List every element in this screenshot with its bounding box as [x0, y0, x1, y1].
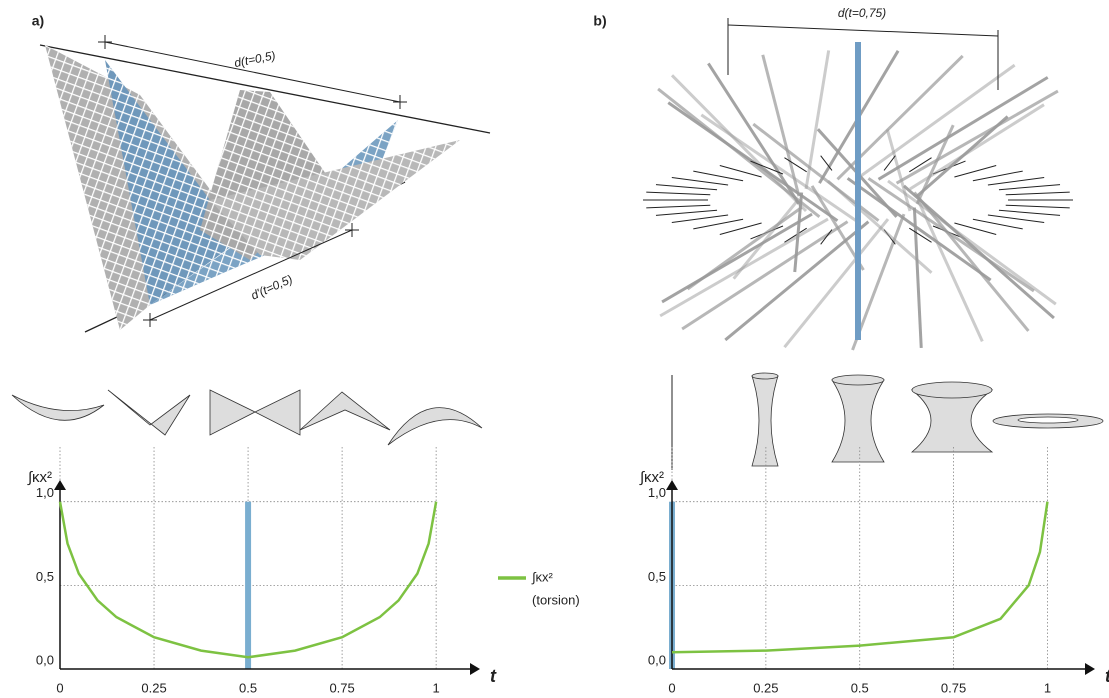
- rod: [988, 178, 1044, 186]
- bar-element: [784, 219, 888, 347]
- y-tick-label: 0,0: [648, 652, 666, 667]
- dimension-label: d(t=0,5): [233, 48, 277, 70]
- x-tick-label: 0.75: [941, 680, 966, 695]
- rod: [646, 192, 710, 195]
- rod: [999, 185, 1060, 190]
- x-tick-label: 0.5: [239, 680, 257, 695]
- y-tick-label: 0,5: [648, 569, 666, 584]
- y-axis-label: ∫κx²: [27, 469, 52, 486]
- y-tick-label: 1,0: [648, 485, 666, 500]
- bar-element: [688, 208, 802, 290]
- rod: [999, 210, 1060, 215]
- bar-element: [701, 115, 858, 222]
- x-tick-label: 0.25: [753, 680, 778, 695]
- rod: [988, 215, 1044, 223]
- rod: [784, 228, 806, 242]
- x-tick-label: 0: [56, 680, 63, 695]
- shape-icons: [12, 373, 1103, 466]
- rod: [693, 219, 743, 229]
- bar-element: [888, 181, 1056, 304]
- x-tick-label: 1: [433, 680, 440, 695]
- y-tick-label: 0,0: [36, 652, 54, 667]
- y-tick-label: 0,5: [36, 569, 54, 584]
- rod: [1006, 192, 1070, 195]
- x-tick-label: 0.25: [141, 680, 166, 695]
- rod: [672, 215, 728, 223]
- rod: [693, 171, 743, 181]
- y-axis-label: ∫κx²: [639, 469, 664, 486]
- arrow: [470, 663, 480, 675]
- dimension-label: d(t=0,75): [838, 6, 886, 20]
- rod: [973, 219, 1023, 229]
- bar-element: [806, 50, 829, 189]
- rod: [973, 171, 1023, 181]
- rod: [1006, 205, 1070, 208]
- rod: [720, 223, 762, 234]
- legend-note: (torsion): [532, 592, 580, 607]
- x-tick-label: 1: [1044, 680, 1051, 695]
- bar-element: [914, 192, 1028, 330]
- x-axis-label: t: [490, 666, 497, 686]
- arrow: [666, 480, 678, 490]
- figure: a) d(t=0,5) d'(t=0,5) 0 0.25 0.5 0.75 1 0,0 0,5 1,…: [0, 0, 1109, 698]
- arrow: [54, 480, 66, 490]
- bar-element: [897, 91, 1058, 183]
- bar-element: [879, 77, 1048, 179]
- highlight-bar: [245, 502, 251, 669]
- panel-label: a): [32, 13, 44, 29]
- bar-element: [708, 63, 799, 203]
- x-tick-label: 0.75: [329, 680, 354, 695]
- x-tick-label: 0: [668, 680, 675, 695]
- x-tick-label: 0.5: [851, 680, 869, 695]
- rod: [954, 166, 996, 177]
- rod: [646, 205, 710, 208]
- rod: [656, 210, 717, 215]
- rod: [672, 178, 728, 186]
- y-tick-label: 1,0: [36, 485, 54, 500]
- rod: [656, 185, 717, 190]
- legend-label: ∫κx²: [531, 569, 554, 584]
- panel-label: b): [593, 13, 606, 29]
- x-axis-label: t: [1105, 666, 1109, 686]
- dimension-label: d'(t=0,5): [249, 272, 295, 303]
- rod: [784, 158, 806, 172]
- arrow: [1085, 663, 1095, 675]
- hyperboloid-illustration: [643, 42, 1073, 350]
